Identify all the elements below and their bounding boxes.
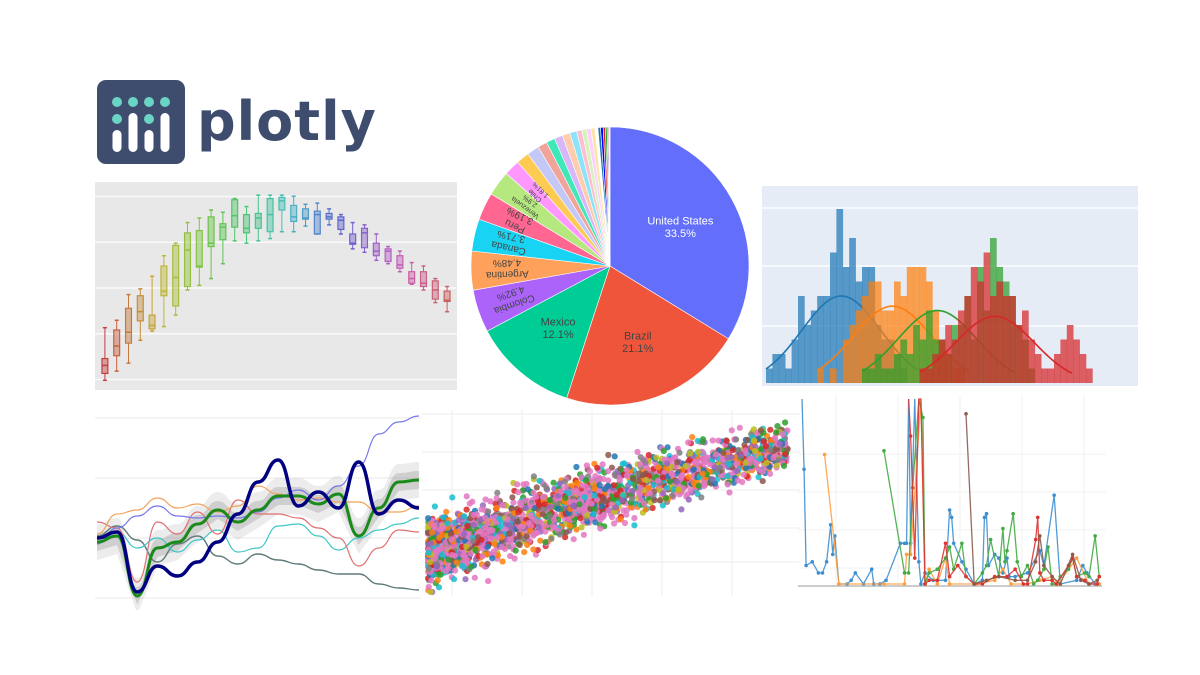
scatter-chart <box>422 410 800 596</box>
box-item <box>349 221 357 250</box>
pie-label: United States 33.5% <box>647 215 714 240</box>
pie-label: Argentina4.48% <box>485 256 529 280</box>
box-item <box>278 194 286 233</box>
box-item <box>195 217 203 287</box>
line-series <box>96 499 420 583</box>
box-item <box>396 250 404 273</box>
svg-text:Argentina4.48%: Argentina4.48% <box>485 256 529 280</box>
spike-series <box>964 412 1099 586</box>
box-item <box>148 275 156 332</box>
box-item <box>325 208 333 226</box>
line-series <box>96 458 420 594</box>
plotly-wordmark: plotly <box>197 90 377 153</box>
pie-label: Brazil 21.1% <box>622 330 653 355</box>
box-item <box>443 285 451 313</box>
plotly-logo: plotly <box>97 80 377 164</box>
pie-slice[interactable] <box>486 265 611 399</box>
pie-slice[interactable] <box>566 265 729 406</box>
spike-series <box>907 398 1102 586</box>
spike-line-chart <box>798 396 1106 587</box>
line-series <box>96 415 420 545</box>
box-item <box>313 202 321 235</box>
box-item <box>124 293 133 364</box>
box-item <box>136 288 144 342</box>
box-item <box>254 194 262 242</box>
pie-slice[interactable] <box>609 126 750 340</box>
box-item <box>419 265 428 291</box>
spike-series <box>801 398 1102 586</box>
box-item <box>290 195 298 233</box>
plotly-logo-mark-icon <box>97 80 185 164</box>
box-item <box>266 194 274 240</box>
box-item <box>113 319 121 372</box>
box-item <box>172 242 180 316</box>
box-item <box>207 209 215 280</box>
box-item <box>337 213 345 235</box>
pie-chart: United States 33.5% Brazil 21.1% Mexico 12.1%… <box>470 126 750 406</box>
box-item <box>360 224 369 254</box>
histogram-chart <box>762 186 1138 386</box>
box-item <box>431 277 439 304</box>
scatter-points <box>424 419 791 596</box>
line-series <box>96 485 420 535</box>
line-band-chart <box>95 415 421 610</box>
box-item <box>301 203 310 227</box>
box-item <box>231 197 239 242</box>
box-plot-chart <box>95 182 457 390</box>
box-item <box>219 211 227 265</box>
pie-label: Mexico 12.1% <box>541 316 576 341</box>
pie-slice[interactable] <box>608 126 611 267</box>
box-item <box>242 205 251 244</box>
line-series <box>96 517 420 553</box>
histogram-series <box>919 252 1093 383</box>
box-item <box>372 233 380 262</box>
box-item <box>160 254 168 328</box>
box-item <box>408 261 416 286</box>
box-item <box>384 245 392 265</box>
line-series <box>96 478 420 598</box>
box-item <box>183 221 192 291</box>
box-item <box>101 326 109 382</box>
